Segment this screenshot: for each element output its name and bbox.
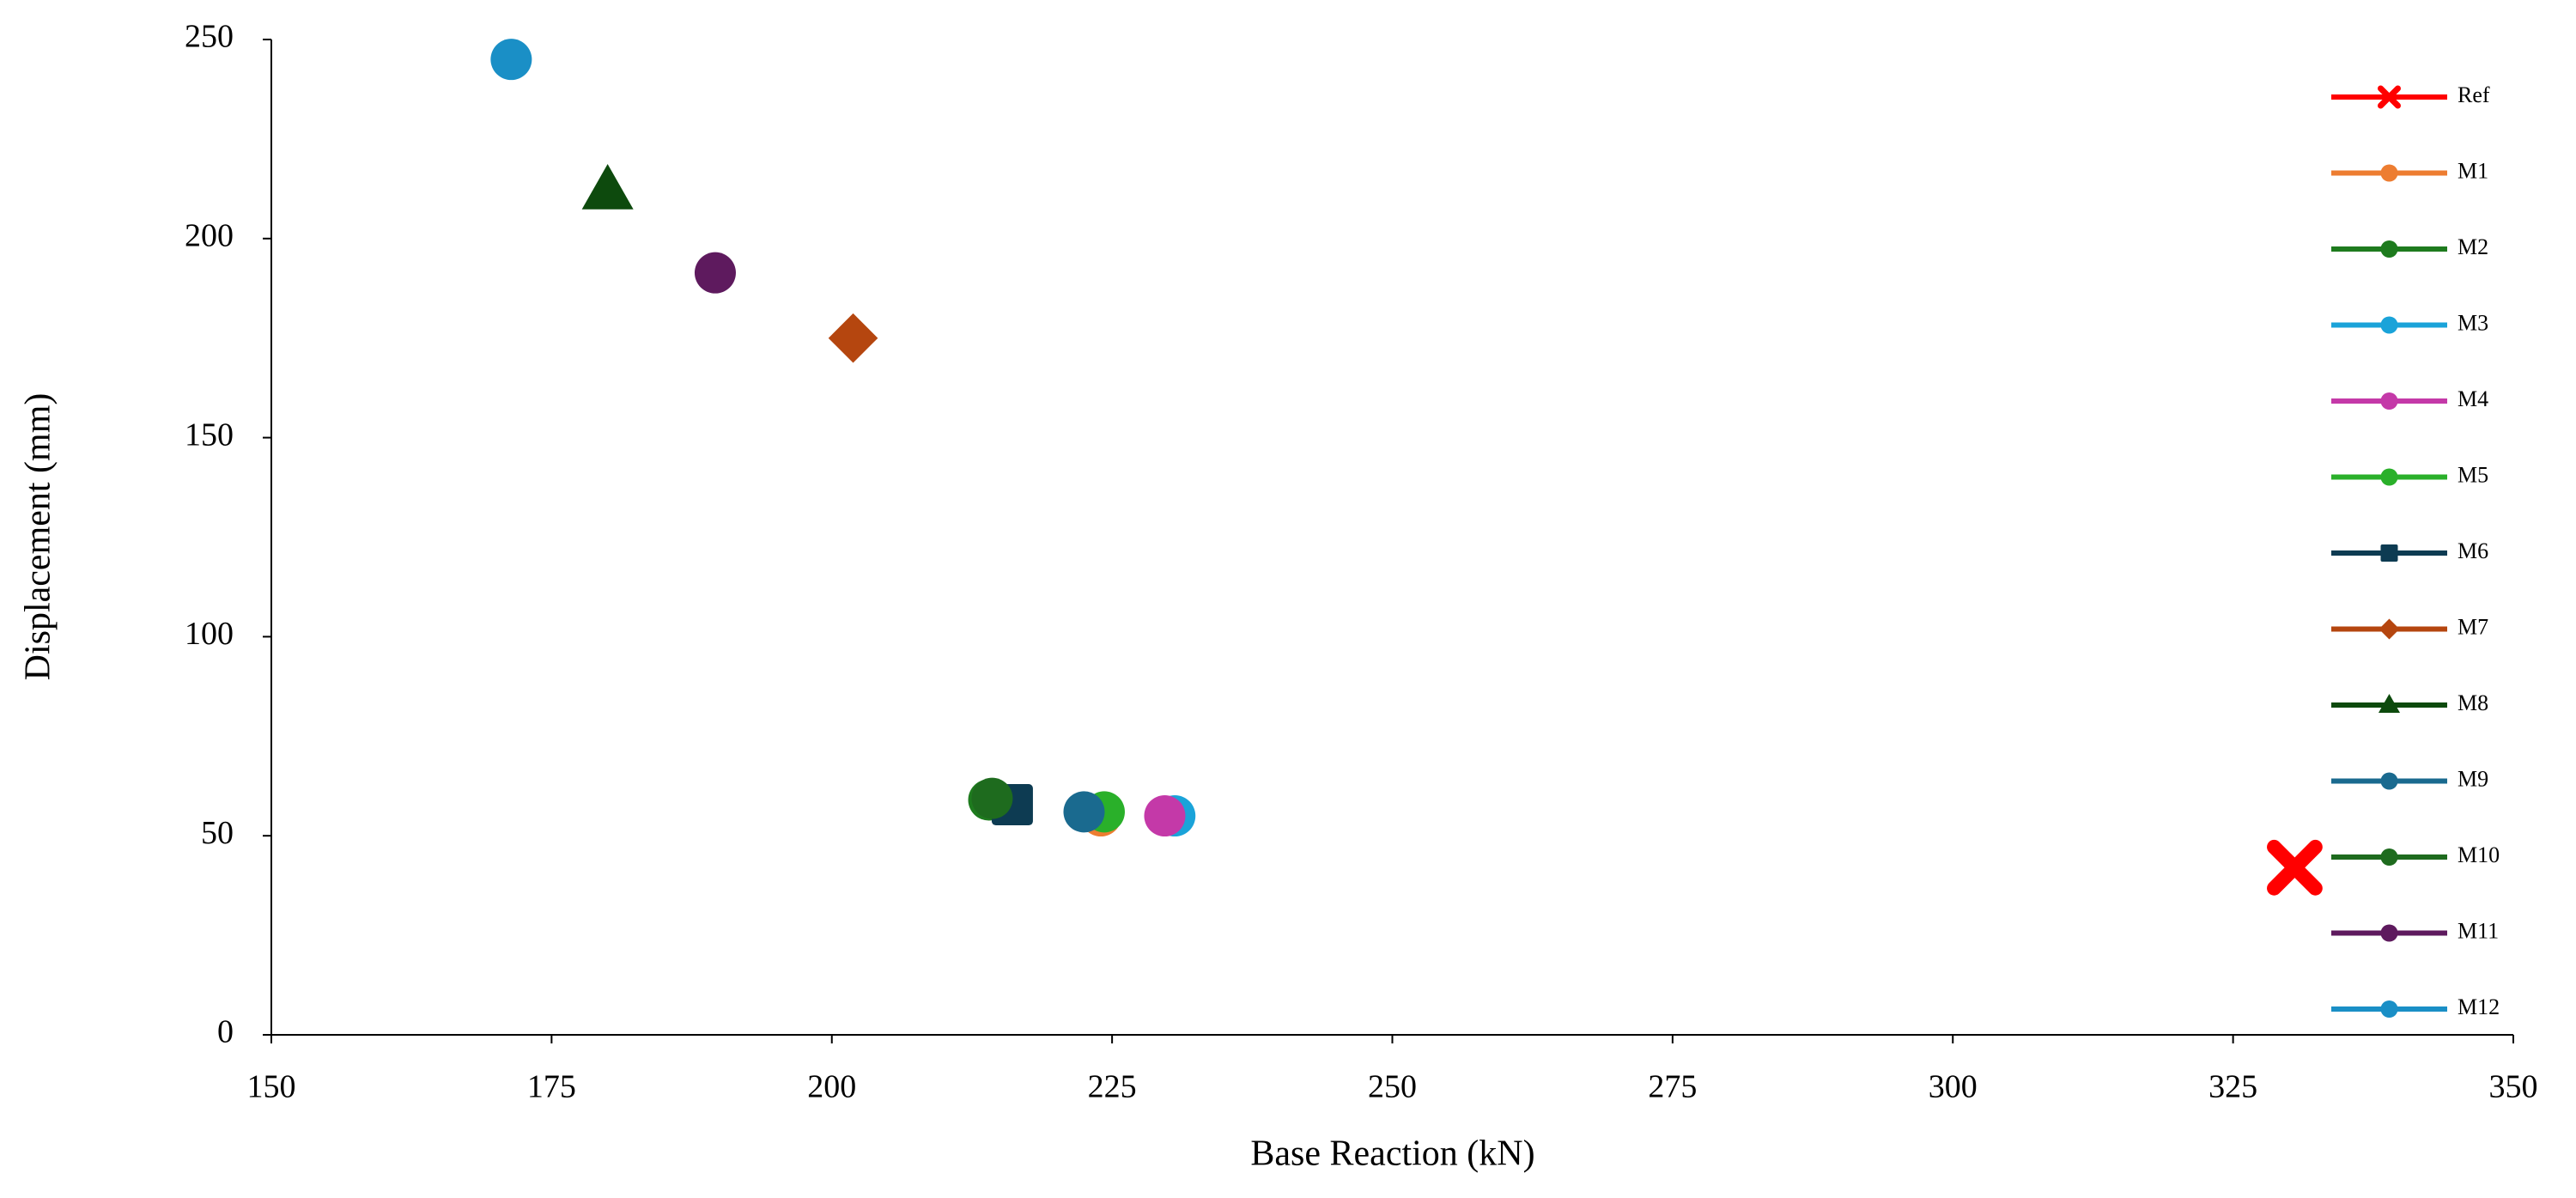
legend-label: M5 <box>2458 462 2488 487</box>
legend-marker <box>2380 468 2398 486</box>
point <box>581 163 634 210</box>
y-axis-title: Displacement (mm) <box>19 393 58 681</box>
legend-label: M3 <box>2458 310 2488 335</box>
y-tick-label: 150 <box>185 417 234 453</box>
legend-marker <box>2380 316 2398 334</box>
legend-marker <box>2380 240 2398 258</box>
legend-label: Ref <box>2458 82 2490 107</box>
y-tick-label: 250 <box>185 19 234 55</box>
x-tick-label: 250 <box>1368 1069 1417 1105</box>
legend-marker <box>2380 1000 2398 1018</box>
y-tick-label: 50 <box>201 815 234 851</box>
x-tick-label: 175 <box>527 1069 576 1105</box>
point <box>490 39 532 81</box>
x-tick-label: 275 <box>1648 1069 1697 1105</box>
legend-label: M12 <box>2458 994 2500 1019</box>
x-axis-title: Base Reaction (kN) <box>1250 1134 1534 1174</box>
legend-label: M4 <box>2458 386 2488 411</box>
legend-marker <box>2380 544 2398 562</box>
legend-marker <box>2379 618 2400 640</box>
legend-label: M10 <box>2458 842 2500 867</box>
x-tick-label: 300 <box>1929 1069 1978 1105</box>
point <box>694 252 736 294</box>
x-tick-label: 225 <box>1088 1069 1137 1105</box>
point <box>1063 791 1105 833</box>
legend-marker <box>2378 85 2401 109</box>
legend-marker <box>2380 772 2398 790</box>
point <box>2267 839 2323 896</box>
legend-label: M8 <box>2458 690 2488 715</box>
legend-label: M6 <box>2458 538 2488 563</box>
point <box>971 777 1013 819</box>
x-tick-label: 200 <box>807 1069 856 1105</box>
x-tick-label: 150 <box>247 1069 296 1105</box>
legend-label: M9 <box>2458 766 2488 791</box>
point <box>1144 795 1186 837</box>
x-tick-label: 350 <box>2489 1069 2538 1105</box>
legend-label: M7 <box>2458 614 2488 639</box>
y-tick-label: 100 <box>185 616 234 652</box>
x-tick-label: 325 <box>2208 1069 2257 1105</box>
legend-marker <box>2379 694 2400 713</box>
legend-label: M11 <box>2458 918 2499 943</box>
y-tick-label: 200 <box>185 218 234 254</box>
legend-marker <box>2380 164 2398 182</box>
legend-marker <box>2380 924 2398 942</box>
point <box>828 313 878 363</box>
y-tick-label: 0 <box>217 1014 234 1050</box>
legend-marker <box>2380 392 2398 410</box>
legend-label: M2 <box>2458 234 2488 259</box>
legend-label: M1 <box>2458 158 2488 183</box>
legend-marker <box>2380 848 2398 866</box>
